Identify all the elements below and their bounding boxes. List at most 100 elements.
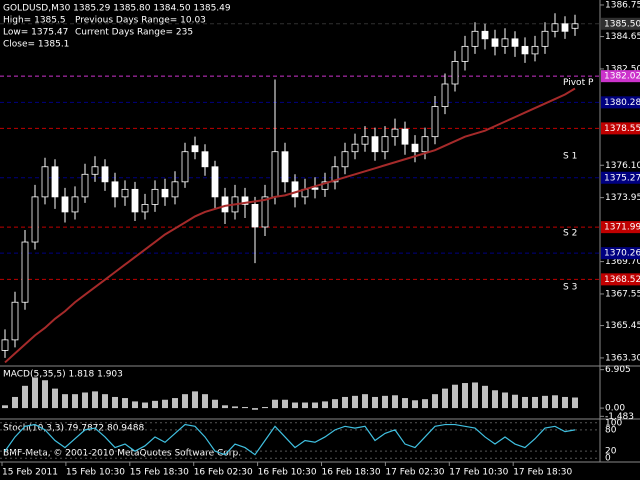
macd-bar <box>382 395 388 409</box>
candle-body <box>111 181 119 198</box>
macd-bar <box>22 385 28 409</box>
candle-body <box>411 143 419 153</box>
candle-body <box>341 151 349 168</box>
level-label: 1375.27 <box>604 173 640 183</box>
candle-body <box>561 23 569 32</box>
macd-bar <box>132 401 138 409</box>
annotation: S 1 <box>563 152 577 162</box>
macd-bar <box>282 399 288 409</box>
candle-body <box>11 301 19 341</box>
macd-bar <box>192 391 198 409</box>
macd-bar <box>252 408 258 410</box>
header: Current Days Range= 235 <box>75 28 193 38</box>
y-tick-label: 1363.30 <box>605 353 640 363</box>
macd-bar <box>572 397 578 409</box>
y-tick-label: 1382.50 <box>605 64 640 74</box>
candle-body <box>121 188 129 198</box>
candle-body <box>481 30 489 40</box>
y-tick-label: 1376.10 <box>605 161 640 171</box>
macd-bar <box>42 380 48 409</box>
candle-body <box>541 30 549 47</box>
macd-bar <box>112 396 118 409</box>
x-tick-label: 15 Feb 10:30 <box>66 468 125 478</box>
candle-body <box>21 241 29 303</box>
macd-bar <box>302 402 308 409</box>
candle-body <box>131 188 139 213</box>
y-tick-label: 0.00 <box>605 404 625 414</box>
y-tick-label: 100 <box>605 418 622 428</box>
candle-body <box>141 203 149 213</box>
candle-body <box>31 196 39 243</box>
level-box <box>601 96 640 109</box>
macd-bar <box>532 396 538 409</box>
candle-body <box>331 166 339 183</box>
macd-bar <box>332 399 338 409</box>
macd-bar <box>262 406 268 409</box>
macd-title: MACD(5,35,5) 1.818 1.903 <box>3 370 123 380</box>
macd-bar <box>322 401 328 409</box>
candle-body <box>551 23 559 32</box>
x-tick-label: 16 Feb 02:30 <box>194 468 253 478</box>
level-label: 1380.28 <box>604 98 640 108</box>
moving-average <box>4 87 576 364</box>
y-tick-label: 1369.70 <box>605 257 640 267</box>
macd-bar <box>82 392 88 409</box>
macd-bar <box>182 394 188 409</box>
macd-bar <box>362 394 368 409</box>
macd-bar <box>142 402 148 409</box>
macd-bar <box>312 402 318 409</box>
macd-bar <box>492 390 498 409</box>
candle-body <box>291 181 299 198</box>
candle-body <box>251 203 259 228</box>
x-tick-label: 15 Feb 18:30 <box>130 468 189 478</box>
annotation: S 2 <box>563 228 577 238</box>
candle-body <box>441 83 449 107</box>
candle-body <box>81 173 89 198</box>
macd-bar <box>202 394 208 409</box>
macd-bar <box>122 398 128 409</box>
macd-bar <box>392 395 398 409</box>
y-tick-label: 80 <box>605 425 617 435</box>
y-tick-label: 1373.95 <box>605 193 640 203</box>
macd-bar <box>172 398 178 409</box>
annotation: S 3 <box>563 283 577 293</box>
level-box <box>601 171 640 184</box>
candle-body <box>241 196 249 205</box>
macd-bar <box>422 399 428 409</box>
macd-bar <box>522 396 528 409</box>
level-label: 1378.55 <box>604 124 640 134</box>
macd-bar <box>462 383 468 409</box>
macd-bar <box>272 399 278 409</box>
candle-body <box>381 136 389 153</box>
y-tick-label: 6.905 <box>605 365 631 375</box>
macd-bar <box>432 394 438 409</box>
level-box <box>601 70 640 83</box>
header: GOLDUSD,M30 1385.29 1385.80 1384.50 1385… <box>3 4 231 14</box>
y-tick-label: 0 <box>605 454 611 464</box>
level-label: 1371.99 <box>604 223 640 233</box>
level-label: 1370.26 <box>604 249 640 259</box>
level-box <box>601 247 640 260</box>
macd-bar <box>402 398 408 409</box>
x-tick-label: 17 Feb 10:30 <box>449 468 508 478</box>
macd-bar <box>452 384 458 409</box>
candle-body <box>471 30 479 47</box>
macd-bar <box>372 396 378 409</box>
x-tick-label: 15 Feb 2011 <box>2 468 58 478</box>
macd-bar <box>162 399 168 409</box>
level-box <box>601 221 640 234</box>
level-label: 1368.52 <box>604 275 640 285</box>
x-tick-label: 16 Feb 10:30 <box>258 468 317 478</box>
candle-body <box>321 181 329 190</box>
candle-body <box>361 136 369 145</box>
header: Previous Days Range= 10.03 <box>75 16 206 26</box>
candle-body <box>181 151 189 183</box>
candle-body <box>51 166 59 198</box>
macd-bar <box>502 392 508 409</box>
level-box <box>601 122 640 135</box>
candle-body <box>61 196 69 213</box>
macd-bar <box>32 377 38 409</box>
candle-body <box>401 128 409 145</box>
y-tick-label: -1.483 <box>605 412 634 422</box>
